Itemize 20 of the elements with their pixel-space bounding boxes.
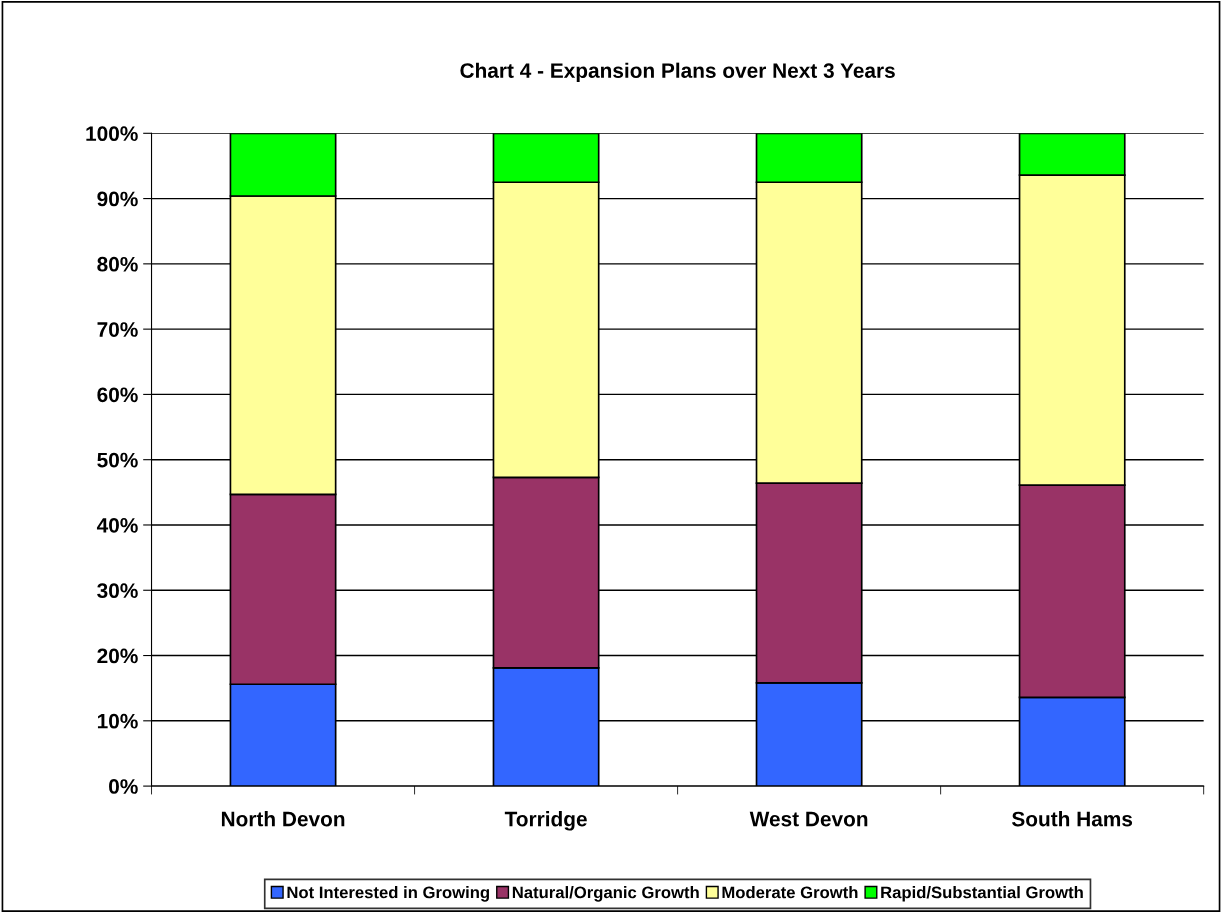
legend-label: Moderate Growth [722,886,858,899]
y-tick-label: 70% [97,322,138,337]
legend-label: Not Interested in Growing [287,886,489,902]
y-tick-label: 90% [97,191,138,207]
y-tick-label: 10% [97,713,138,729]
y-tick-label: 60% [97,387,138,403]
legend-label: Natural/Organic Growth [512,886,699,902]
y-tick-label: 20% [97,648,138,664]
x-tick-label: North Devon [221,811,345,827]
y-tick-label: 50% [97,452,138,468]
x-tick-label: West Devon [749,811,868,827]
y-tick-label: 40% [96,517,138,533]
legend-label: Rapid/Substantial Growth [881,886,1083,902]
x-tick-label: South Hams [1011,811,1133,827]
chart-title: Chart 4 - Expansion Plans over Next 3 Years [460,62,895,83]
y-tick-label: 30% [97,583,138,599]
x-tick-label: Torridge [504,811,587,831]
y-tick-label: 0% [109,779,138,794]
y-tick-label: 100% [86,126,138,142]
y-tick-label: 80% [97,256,138,272]
